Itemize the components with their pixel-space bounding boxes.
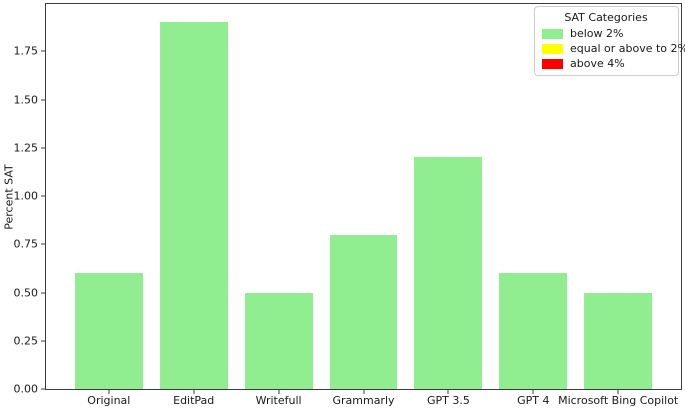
x-tick-label-gpt-3.5: GPT 3.5 bbox=[426, 394, 470, 407]
bar-editpad bbox=[159, 22, 228, 389]
legend-title: SAT Categories bbox=[564, 11, 648, 24]
x-tick-mark bbox=[278, 390, 280, 394]
y-tick-mark bbox=[41, 388, 45, 390]
legend-swatch-equal-or-above-to-2- bbox=[542, 43, 563, 54]
y-tick-label: 1.75 bbox=[13, 44, 39, 58]
y-tick-mark bbox=[41, 340, 45, 342]
x-tick-label-editpad: EditPad bbox=[173, 394, 215, 407]
y-tick-label: 0.75 bbox=[13, 237, 39, 251]
x-tick-label-grammarly: Grammarly bbox=[332, 394, 395, 407]
legend-entry-above-4-: above 4% bbox=[542, 58, 670, 69]
y-tick-label: 1.50 bbox=[13, 93, 39, 107]
x-tick-label-microsoft-bing-copilot: Microsoft Bing Copilot bbox=[558, 394, 679, 407]
legend-entry-below-2-: below 2% bbox=[542, 28, 670, 39]
y-tick-mark bbox=[41, 50, 45, 52]
y-tick-mark bbox=[41, 195, 45, 197]
x-tick-mark bbox=[363, 390, 364, 394]
bar-gpt-4 bbox=[499, 273, 568, 389]
x-tick-mark bbox=[108, 390, 110, 394]
y-tick-mark bbox=[41, 243, 45, 245]
y-tick-mark bbox=[41, 99, 45, 101]
x-tick-mark bbox=[447, 390, 449, 394]
y-tick-label: 0.50 bbox=[13, 286, 39, 300]
y-tick-label: 0.00 bbox=[13, 382, 39, 396]
x-tick-label-gpt-4: GPT 4 bbox=[517, 394, 550, 407]
legend-entry-label: equal or above to 2% bbox=[570, 42, 685, 55]
legend: SAT Categories below 2% equal or above to… bbox=[534, 6, 685, 76]
legend-swatch-above-4- bbox=[542, 58, 563, 69]
x-tick-label-original: Original bbox=[87, 394, 131, 407]
bar-writefull bbox=[244, 292, 313, 389]
bar-microsoft-bing-copilot bbox=[584, 292, 653, 389]
bar-original bbox=[74, 273, 143, 389]
legend-entry-label: below 2% bbox=[570, 27, 624, 40]
x-tick-mark bbox=[617, 390, 619, 394]
y-tick-label: 1.00 bbox=[13, 189, 39, 203]
y-tick-mark bbox=[41, 147, 45, 149]
x-tick-label-writefull: Writefull bbox=[255, 394, 302, 407]
legend-entry-label: above 4% bbox=[570, 57, 625, 70]
bar-gpt-3.5 bbox=[414, 157, 483, 389]
bar-grammarly bbox=[329, 234, 398, 389]
legend-entries: below 2% equal or above to 2% above 4% bbox=[542, 28, 685, 69]
y-tick-label: 0.25 bbox=[13, 334, 39, 348]
legend-swatch-below-2- bbox=[542, 28, 563, 39]
x-tick-mark bbox=[193, 390, 195, 394]
y-tick-label: 1.25 bbox=[13, 141, 39, 155]
legend-entry-equal-or-above-to-2-: equal or above to 2% bbox=[542, 43, 685, 54]
plot-area: 0.00 0.25 0.50 0.75 1.00 1.25 1.50 1.75 Origina… bbox=[14, 3, 685, 407]
y-tick-mark bbox=[41, 292, 45, 294]
x-tick-mark bbox=[532, 390, 534, 394]
